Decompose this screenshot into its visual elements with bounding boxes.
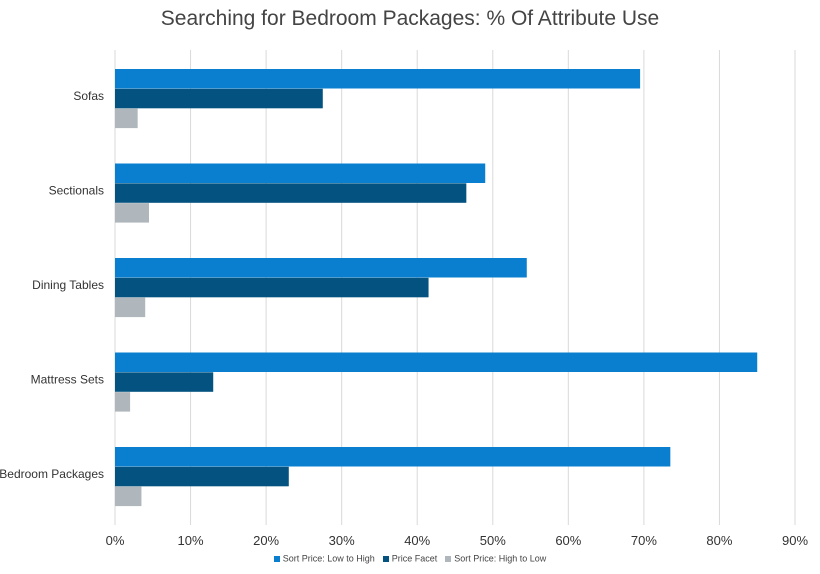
bar bbox=[115, 447, 671, 467]
legend: Sort Price: Low to High Price Facet Sort P… bbox=[0, 553, 820, 564]
legend-label: Sort Price: Low to High bbox=[282, 553, 375, 564]
x-tick-label: 30% bbox=[329, 533, 355, 548]
x-tick-label: 20% bbox=[253, 533, 279, 548]
bar bbox=[115, 277, 429, 298]
category-label: Sofas bbox=[73, 89, 104, 103]
bar bbox=[115, 108, 138, 129]
bar bbox=[115, 163, 486, 183]
category-label: Sectionals bbox=[49, 183, 104, 197]
bar bbox=[115, 183, 467, 203]
bar bbox=[115, 88, 323, 109]
x-tick-label: 90% bbox=[782, 533, 808, 548]
category-labels: Sofas Sectionals Dining Tables Mattress Set… bbox=[0, 89, 104, 481]
legend-label: Sort Price: High to Low bbox=[454, 553, 547, 564]
legend-swatch bbox=[445, 555, 452, 562]
legend-item: Sort Price: Low to High bbox=[273, 553, 375, 564]
legend-label: Price Facet bbox=[391, 553, 438, 564]
bar bbox=[115, 203, 149, 223]
category-label: Bedroom Packages bbox=[0, 467, 104, 481]
category-label: Dining Tables bbox=[32, 278, 104, 292]
bars bbox=[115, 69, 758, 507]
legend-item: Price Facet bbox=[382, 553, 438, 564]
bar bbox=[115, 392, 131, 412]
x-tick-label: 60% bbox=[555, 533, 581, 548]
bar bbox=[115, 297, 146, 318]
category-label: Mattress Sets bbox=[31, 372, 104, 386]
legend-swatch bbox=[382, 555, 389, 562]
legend-item: Sort Price: High to Low bbox=[445, 553, 546, 564]
bar bbox=[115, 466, 289, 487]
bar bbox=[115, 352, 758, 372]
x-tick-label: 70% bbox=[631, 533, 657, 548]
bar bbox=[115, 258, 527, 278]
legend-swatch bbox=[273, 555, 280, 562]
x-tick-labels: 0% 10% 20% 30% 40% 50% 60% 70% 80% 90% bbox=[106, 533, 809, 548]
x-tick-label: 0% bbox=[106, 533, 125, 548]
bar bbox=[115, 69, 641, 89]
bar bbox=[115, 486, 142, 507]
x-tick-label: 10% bbox=[178, 533, 204, 548]
chart-title: Searching for Bedroom Packages: % Of Att… bbox=[160, 7, 660, 30]
bar bbox=[115, 372, 214, 392]
x-tick-label: 80% bbox=[706, 533, 732, 548]
x-tick-label: 40% bbox=[404, 533, 430, 548]
x-tick-label: 50% bbox=[480, 533, 506, 548]
